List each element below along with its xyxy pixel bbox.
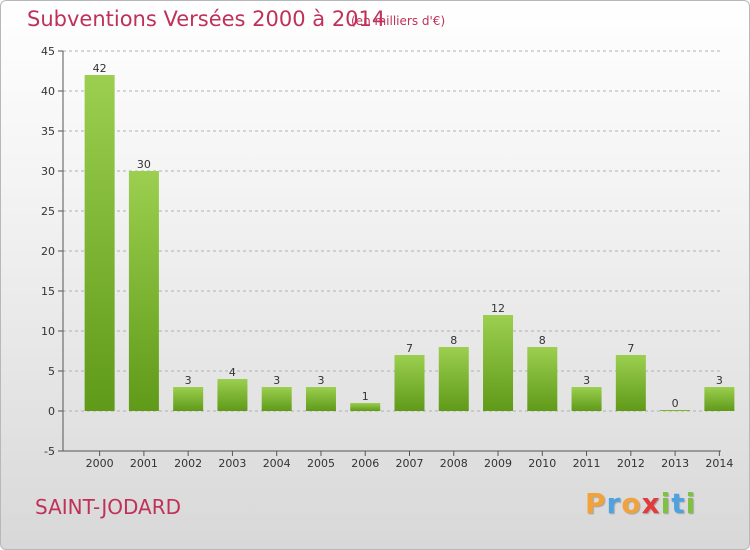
data-label: 0 — [672, 397, 679, 410]
data-label: 3 — [716, 374, 723, 387]
bar — [438, 347, 469, 411]
y-tick-label: 40 — [41, 85, 55, 98]
x-tick-label: 2003 — [218, 457, 246, 470]
x-tick-label: 2009 — [484, 457, 512, 470]
data-label: 12 — [491, 302, 505, 315]
data-label: 7 — [627, 342, 634, 355]
bar — [261, 387, 292, 411]
x-tick-label: 2012 — [617, 457, 645, 470]
y-tick-label: 5 — [48, 365, 55, 378]
data-label: 3 — [273, 374, 280, 387]
x-tick-label: 2001 — [130, 457, 158, 470]
labels: 42 30 3 4 3 3 1 7 8 12 8 3 7 0 3 — [93, 62, 723, 410]
chart-title: Subventions Versées 2000 à 2014 — [27, 7, 386, 31]
data-label: 1 — [362, 390, 369, 403]
bar — [615, 355, 646, 411]
bar — [84, 75, 115, 411]
brand-letter: t — [671, 487, 686, 520]
bar — [128, 171, 159, 411]
bar — [350, 403, 381, 411]
bar — [571, 387, 602, 411]
x-tick-label: 2011 — [573, 457, 601, 470]
y-tick-label: 0 — [48, 405, 55, 418]
bars — [84, 75, 735, 411]
bar — [483, 315, 514, 411]
data-label: 3 — [583, 374, 590, 387]
bar — [394, 355, 425, 411]
place-name: SAINT-JODARD — [35, 495, 181, 519]
data-label: 3 — [317, 374, 324, 387]
y-tick-label: 15 — [41, 285, 55, 298]
data-label: 8 — [539, 334, 546, 347]
y-tick-label: 30 — [41, 165, 55, 178]
chart-unit: (en milliers d'€) — [351, 14, 446, 28]
bar — [704, 387, 735, 411]
brand-letter: r — [606, 487, 622, 520]
y-tick-label: 20 — [41, 245, 55, 258]
data-label: 8 — [450, 334, 457, 347]
y-tick-label: -5 — [44, 445, 55, 458]
x-tick-label: 2010 — [528, 457, 556, 470]
x-tick-label: 2004 — [263, 457, 291, 470]
bar — [305, 387, 336, 411]
brand-letter: i — [685, 487, 697, 520]
y-tick-label: 25 — [41, 205, 55, 218]
x-tick-label: 2008 — [440, 457, 468, 470]
data-label: 30 — [137, 158, 151, 171]
x-tick-label: 2000 — [86, 457, 114, 470]
bar — [173, 387, 204, 411]
data-label: 7 — [406, 342, 413, 355]
bar — [217, 379, 248, 411]
data-label: 3 — [185, 374, 192, 387]
x-tick-label: 2014 — [705, 457, 733, 470]
brand-letter: x — [641, 487, 661, 520]
brand-letter: P — [585, 487, 607, 520]
bar — [527, 347, 558, 411]
x-tick-label: 2007 — [396, 457, 424, 470]
x-tick-label: 2013 — [661, 457, 689, 470]
y-tick-label: 10 — [41, 325, 55, 338]
brand-letter: o — [621, 487, 642, 520]
x-tick-label: 2006 — [351, 457, 379, 470]
y-tick-label: 35 — [41, 125, 55, 138]
data-label: 4 — [229, 366, 236, 379]
x-tick-label: 2005 — [307, 457, 335, 470]
x-tick-label: 2002 — [174, 457, 202, 470]
brand-logo: Proxiti — [585, 487, 696, 520]
bar — [660, 410, 691, 411]
data-label: 42 — [93, 62, 107, 75]
brand-letter: i — [660, 487, 672, 520]
y-tick-label: 45 — [41, 45, 55, 58]
